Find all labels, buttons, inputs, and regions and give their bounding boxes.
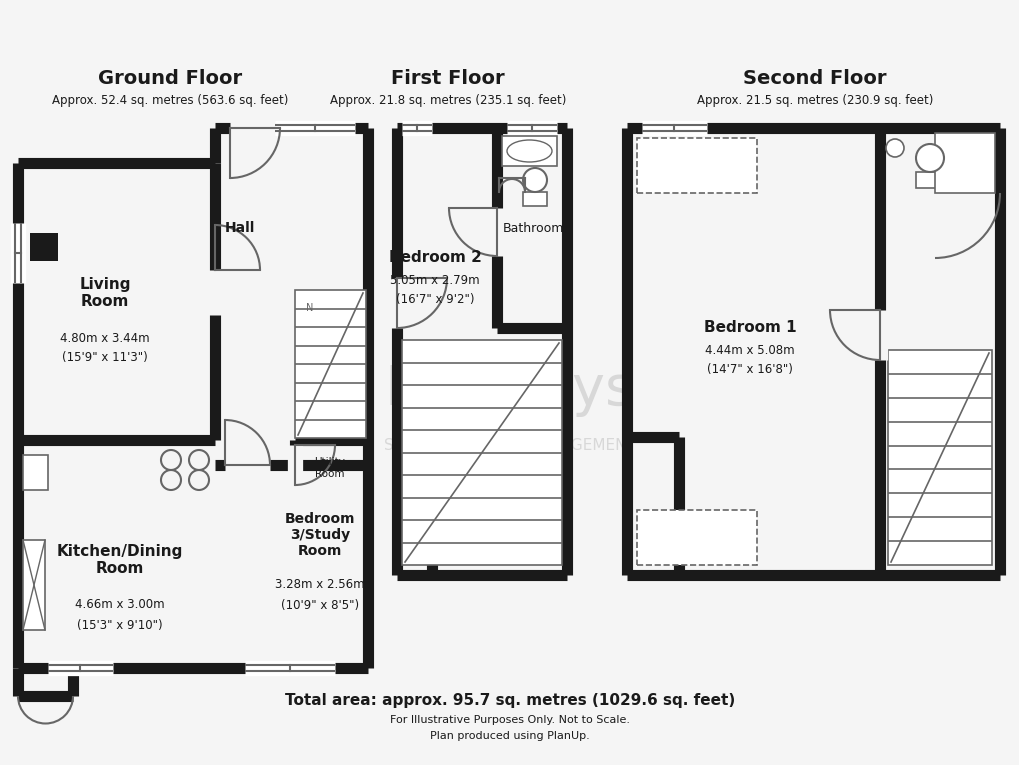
Bar <box>401 340 561 565</box>
Text: SALES   LETTING   MANAGEMENT: SALES LETTING MANAGEMENT <box>384 438 635 453</box>
Circle shape <box>886 139 903 157</box>
Text: Living
Room: Living Room <box>79 277 130 309</box>
Text: Melbroys: Melbroys <box>384 363 635 417</box>
Text: Plan produced using PlanUp.: Plan produced using PlanUp. <box>430 731 589 741</box>
Bar <box>30 233 58 261</box>
Text: Approx. 21.5 sq. metres (230.9 sq. feet): Approx. 21.5 sq. metres (230.9 sq. feet) <box>696 93 932 106</box>
Text: First Floor: First Floor <box>391 69 504 87</box>
Bar <box>501 136 556 166</box>
Text: (15'3" x 9'10"): (15'3" x 9'10") <box>77 618 163 631</box>
Text: Bedroom 2: Bedroom 2 <box>388 250 481 265</box>
Bar <box>637 138 756 193</box>
Bar <box>23 455 48 490</box>
Text: Bedroom
3/Study
Room: Bedroom 3/Study Room <box>284 512 355 558</box>
Text: Ground Floor: Ground Floor <box>98 69 242 87</box>
Text: Utility
Room: Utility Room <box>314 457 345 479</box>
Bar <box>294 290 366 438</box>
Text: Second Floor: Second Floor <box>743 69 886 87</box>
Text: Bedroom 1: Bedroom 1 <box>703 321 796 336</box>
Bar <box>637 510 756 565</box>
Text: (15'9" x 11'3"): (15'9" x 11'3") <box>62 351 148 364</box>
Text: (10'9" x 8'5"): (10'9" x 8'5") <box>280 598 359 611</box>
Ellipse shape <box>506 140 551 162</box>
Text: Approx. 21.8 sq. metres (235.1 sq. feet): Approx. 21.8 sq. metres (235.1 sq. feet) <box>329 93 566 106</box>
Circle shape <box>523 168 546 192</box>
Text: Kitchen/Dining
Room: Kitchen/Dining Room <box>57 544 183 576</box>
Bar <box>915 172 943 188</box>
Bar <box>523 192 546 206</box>
Text: Total area: approx. 95.7 sq. metres (1029.6 sq. feet): Total area: approx. 95.7 sq. metres (102… <box>284 692 735 708</box>
Text: 5.05m x 2.79m: 5.05m x 2.79m <box>390 274 479 287</box>
Bar <box>888 350 991 565</box>
Bar <box>934 133 994 193</box>
Text: (16'7" x 9'2"): (16'7" x 9'2") <box>395 294 474 307</box>
Text: 4.66m x 3.00m: 4.66m x 3.00m <box>75 598 165 611</box>
Bar <box>23 540 45 630</box>
Text: Approx. 52.4 sq. metres (563.6 sq. feet): Approx. 52.4 sq. metres (563.6 sq. feet) <box>52 93 288 106</box>
Text: Bathroom: Bathroom <box>501 222 564 235</box>
Text: (14'7" x 16'8"): (14'7" x 16'8") <box>706 363 792 376</box>
Circle shape <box>915 144 943 172</box>
Text: 4.44m x 5.08m: 4.44m x 5.08m <box>704 343 794 356</box>
Text: N: N <box>306 303 314 313</box>
Text: For Illustrative Purposes Only. Not to Scale.: For Illustrative Purposes Only. Not to S… <box>389 715 630 725</box>
Text: 4.80m x 3.44m: 4.80m x 3.44m <box>60 331 150 344</box>
Text: 3.28m x 2.56m: 3.28m x 2.56m <box>275 578 365 591</box>
Text: Hall: Hall <box>224 221 255 235</box>
